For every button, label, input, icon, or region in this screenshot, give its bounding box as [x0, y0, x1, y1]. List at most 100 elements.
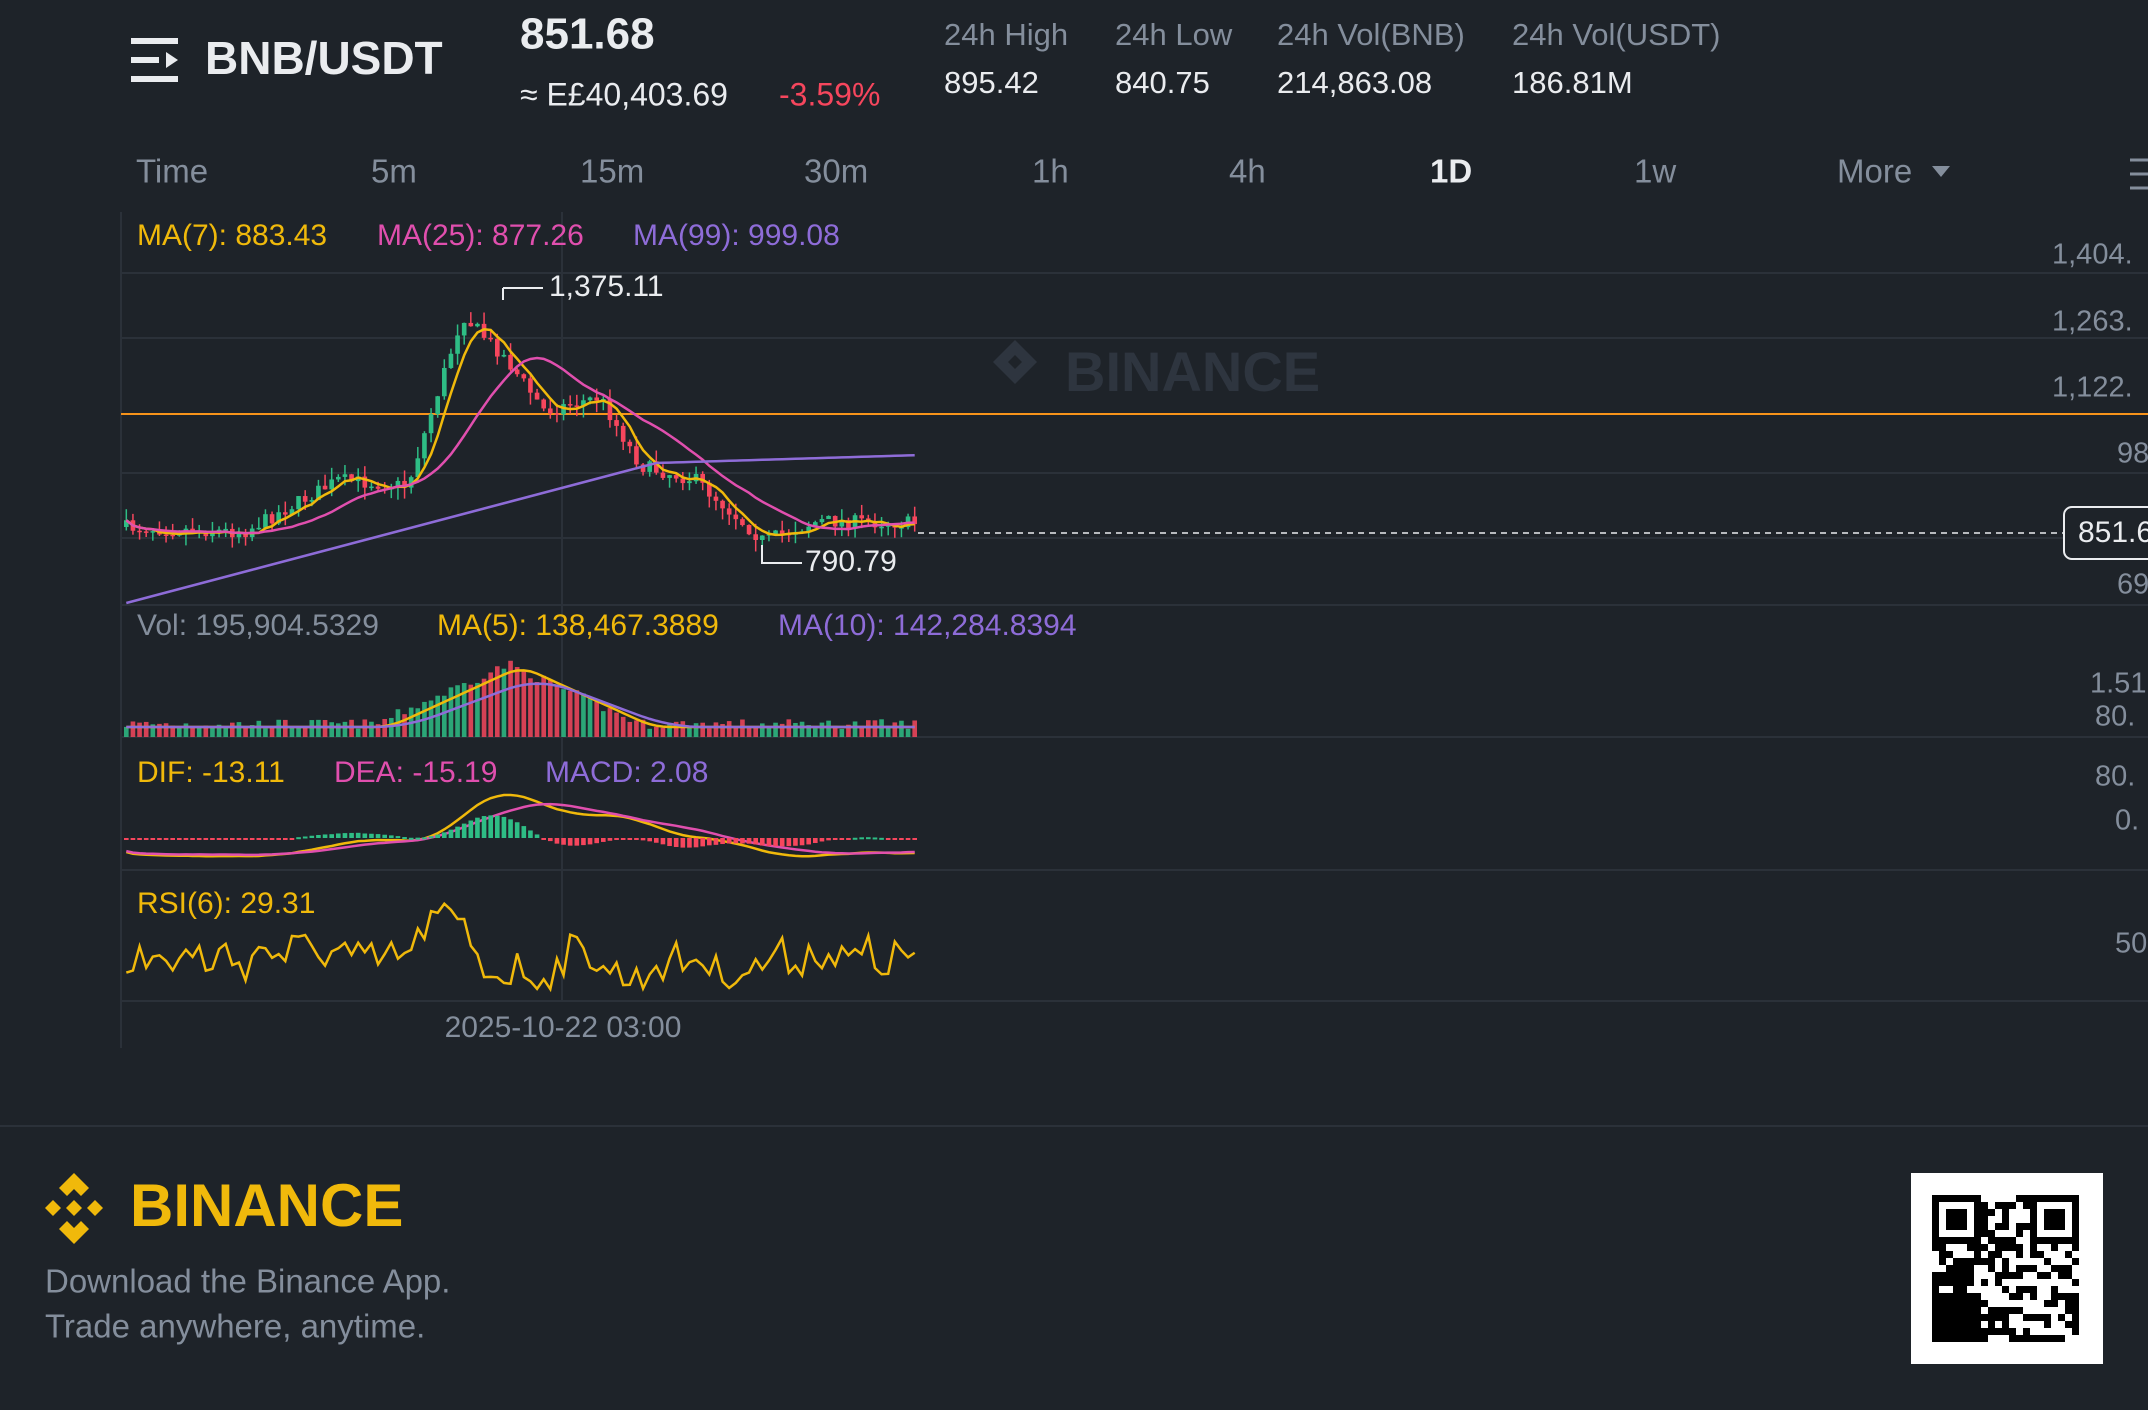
- qr-cell: [1960, 1258, 1967, 1265]
- qr-cell: [1988, 1314, 1995, 1321]
- candle-body: [455, 335, 460, 354]
- volume-bar: [329, 722, 334, 737]
- macd-bar: [534, 834, 540, 838]
- candle-body: [362, 476, 368, 488]
- volume-bar: [548, 679, 553, 737]
- candle-body: [336, 476, 341, 480]
- qr-cell: [1953, 1216, 1960, 1223]
- macd-bar: [654, 838, 659, 843]
- qr-cell: [2002, 1314, 2009, 1321]
- qr-cell: [1981, 1216, 1988, 1223]
- qr-cell: [2030, 1209, 2037, 1216]
- tab[interactable]: More: [1837, 153, 1912, 190]
- candle-body: [137, 530, 142, 533]
- qr-cell: [1939, 1321, 1946, 1328]
- qr-cell: [2009, 1237, 2016, 1244]
- macd-bar: [707, 838, 712, 846]
- tab[interactable]: 1D: [1430, 153, 1472, 190]
- qr-cell: [2002, 1223, 2009, 1230]
- macd-bar: [442, 832, 447, 838]
- qr-cell: [2016, 1244, 2023, 1251]
- qr-cell: [1953, 1286, 1960, 1293]
- qr-cell: [2002, 1244, 2009, 1251]
- tab[interactable]: 5m: [371, 153, 417, 190]
- tab[interactable]: 1w: [1634, 153, 1676, 190]
- macd-bar: [607, 838, 613, 841]
- macd-bar: [567, 838, 573, 846]
- macd-bar: [826, 838, 831, 841]
- macd-bar: [528, 830, 533, 838]
- watermark-text: BINANCE: [1065, 340, 1320, 403]
- candle-body: [428, 414, 434, 434]
- low-pointer: [761, 545, 802, 564]
- price: 851.68: [520, 10, 655, 59]
- qr-cell: [1953, 1293, 1960, 1300]
- macd-bar: [726, 838, 732, 844]
- qr-cell: [2044, 1223, 2051, 1230]
- candle-body: [779, 530, 785, 534]
- qr-cell: [1995, 1251, 2002, 1258]
- candle-body: [302, 496, 308, 502]
- qr-cell: [1967, 1265, 1974, 1272]
- candle-body: [528, 378, 533, 393]
- candle-body: [859, 515, 864, 519]
- volume-bar: [501, 668, 507, 737]
- macd-bar: [448, 829, 454, 838]
- qr-cell: [1974, 1314, 1981, 1321]
- qr-cell: [2044, 1258, 2051, 1265]
- macd-bar: [309, 835, 315, 838]
- high-pointer: [502, 287, 543, 300]
- candle-body: [461, 322, 467, 336]
- settings-icon[interactable]: [2130, 158, 2148, 190]
- qr-cell: [1939, 1258, 1946, 1265]
- price-axis-label: 699.: [2117, 569, 2148, 601]
- qr-cell: [2058, 1293, 2065, 1300]
- more-arrow: [1932, 166, 1950, 177]
- qr-cell: [1932, 1202, 1939, 1209]
- candle-body: [667, 475, 672, 478]
- candle-body: [236, 533, 242, 538]
- approx-price: ≈ E£40,403.69: [520, 76, 728, 112]
- volume-bar: [183, 723, 189, 737]
- qr-cell: [2058, 1272, 2065, 1279]
- candle-body: [170, 534, 175, 537]
- candle-body: [581, 400, 586, 407]
- qr-cell: [2030, 1251, 2037, 1258]
- volume-bar: [806, 725, 811, 737]
- qr-cell: [1946, 1307, 1953, 1314]
- volume-bar: [567, 690, 573, 737]
- qr-cell: [2065, 1272, 2072, 1279]
- tab[interactable]: 1h: [1032, 153, 1069, 190]
- ma99: MA(99): 999.08: [633, 219, 840, 252]
- macd-bar: [660, 838, 666, 845]
- qr-cell: [1953, 1335, 1960, 1342]
- qr-cell: [1939, 1272, 1946, 1279]
- tab[interactable]: Time: [136, 153, 208, 190]
- volume-bar: [713, 722, 719, 737]
- macd-bar: [481, 816, 487, 838]
- candle-body: [587, 397, 593, 401]
- menu-icon[interactable]: [131, 38, 178, 82]
- tab[interactable]: 15m: [580, 153, 644, 190]
- low-label: 790.79: [805, 545, 897, 578]
- tab[interactable]: 4h: [1229, 153, 1266, 190]
- macd-bar: [760, 838, 765, 846]
- qr-cell: [1939, 1307, 1946, 1314]
- candle-body: [733, 514, 739, 520]
- qr-cell: [2037, 1314, 2044, 1321]
- volume-bar: [249, 725, 255, 737]
- qr-cell: [2009, 1244, 2016, 1251]
- qr-cell: [2072, 1300, 2079, 1307]
- qr-cell: [1939, 1195, 1946, 1202]
- candle-body: [912, 516, 917, 525]
- qr-cell: [2030, 1286, 2037, 1293]
- qr-cell: [2030, 1293, 2037, 1300]
- qr-cell: [2051, 1195, 2058, 1202]
- volume-bar: [826, 720, 831, 737]
- qr-cell: [1974, 1209, 1981, 1216]
- tab[interactable]: 30m: [804, 153, 868, 190]
- macd-bar: [170, 838, 175, 840]
- volume-axis-label: 1.51: [2090, 668, 2146, 700]
- macd-bar: [753, 838, 758, 845]
